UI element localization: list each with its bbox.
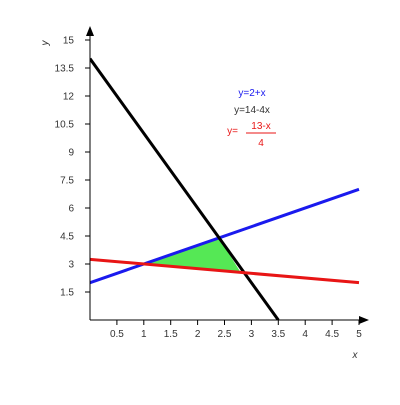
legend-entry-3-denominator: 4 [258, 138, 264, 149]
y-tick-label: 1.5 [60, 288, 74, 299]
legend-entry-3-prefix: y= [227, 126, 238, 137]
x-tick-label: 0.5 [110, 329, 124, 340]
y-tick-label: 9 [68, 148, 74, 159]
shade-layer [143, 237, 241, 273]
y-axis-label: y [40, 40, 51, 47]
x-tick-label: 1 [141, 329, 147, 340]
series-line-2 [90, 57, 280, 320]
shaded-region [143, 237, 241, 273]
y-tick-label: 7.5 [60, 176, 74, 187]
y-tick-label: 4.5 [60, 232, 74, 243]
y-tick-label: 13.5 [55, 64, 75, 75]
x-tick-label: 5 [356, 329, 362, 340]
x-tick-label: 4.5 [325, 329, 339, 340]
series-line-3 [90, 257, 360, 285]
x-tick-label: 3.5 [271, 329, 285, 340]
y-tick-label: 15 [63, 36, 75, 47]
x-tick-label: 2 [195, 329, 201, 340]
y-tick-label: 3 [68, 260, 74, 271]
x-tick-label: 1.5 [164, 329, 178, 340]
x-tick-label: 2.5 [218, 329, 232, 340]
x-tick-label: 3 [249, 329, 255, 340]
y-tick-label: 12 [63, 92, 75, 103]
legend: y=2+x y=14-4x y= 13-x 4 [227, 88, 276, 149]
axes-layer: 0.5 1 1.5 2 2.5 3 3.5 4 4.5 5 1.5 3 4.5 6 7.5 9 10.5 12 13… [40, 26, 369, 361]
x-tick-label: 4 [302, 329, 308, 340]
x-axis-label: x [352, 350, 359, 361]
legend-entry-2: y=14-4x [234, 105, 270, 116]
y-tick-label: 6 [68, 204, 74, 215]
series-layer [90, 57, 360, 320]
y-tick-label: 10.5 [55, 120, 75, 131]
series-line-1 [90, 187, 360, 285]
y-axis-arrow [86, 26, 94, 36]
x-axis-arrow [359, 316, 369, 324]
legend-entry-1: y=2+x [238, 88, 265, 99]
legend-entry-3-numerator: 13-x [251, 121, 270, 132]
